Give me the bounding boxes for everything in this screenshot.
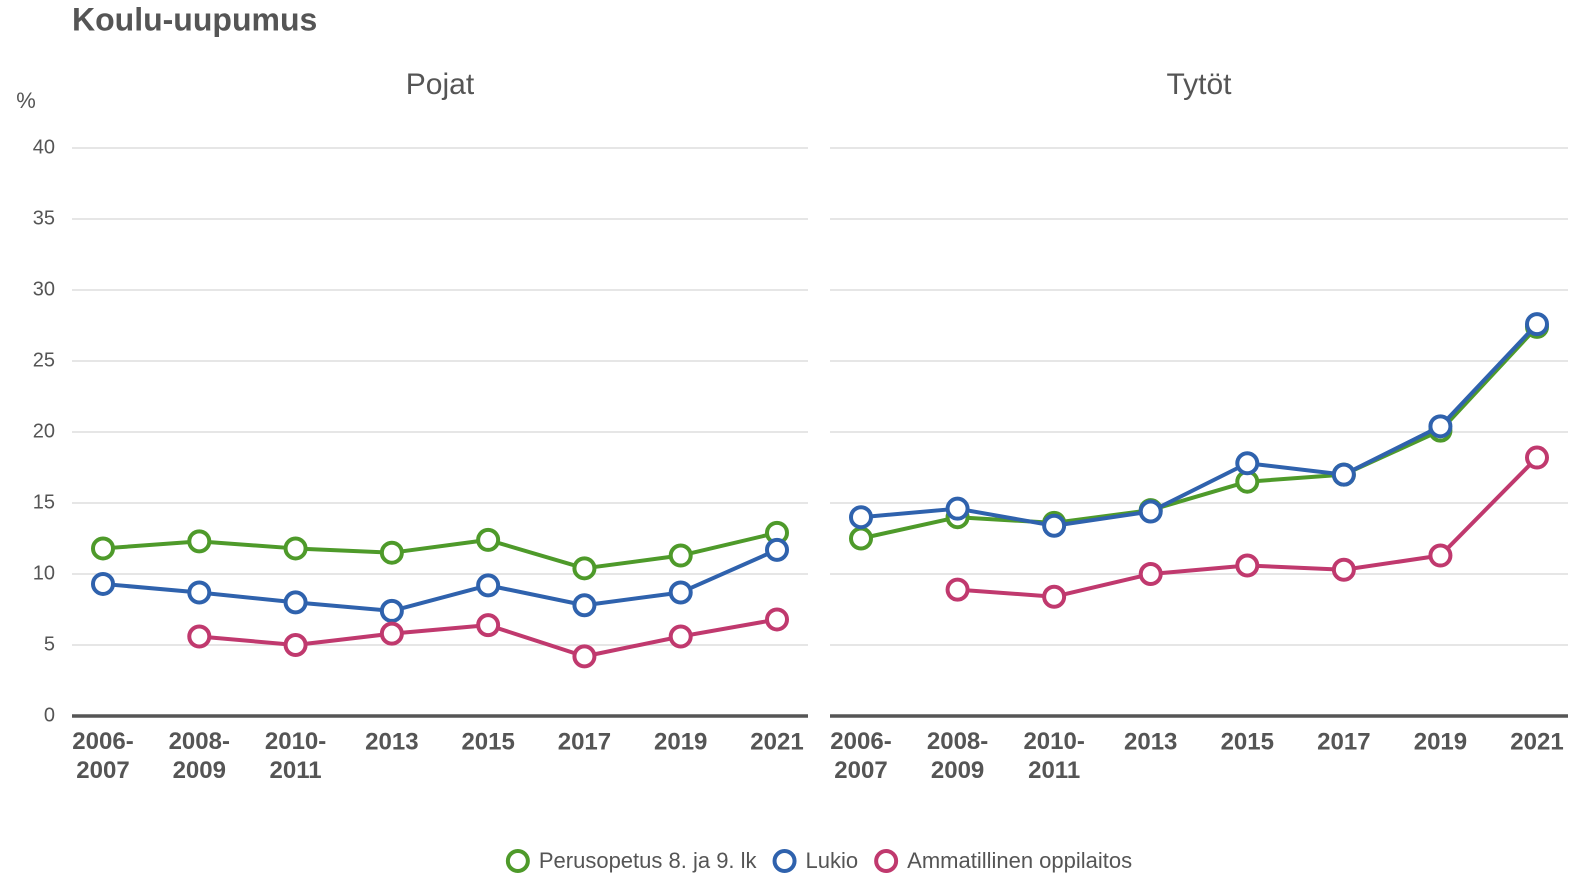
data-point [765,607,789,632]
data-point [849,526,873,551]
data-point [572,556,597,581]
x-tick-label-line: 2007 [76,757,129,784]
y-tick-label: 35 [33,207,55,229]
legend-marker [505,849,530,873]
data-point [379,540,404,565]
panel-title: Tytöt [1166,68,1232,101]
data-point [1331,557,1356,582]
data-point [1428,543,1453,568]
x-tick-label: 2013 [1124,728,1177,755]
data-point [187,580,212,605]
legend-label: Lukio [806,848,859,873]
x-tick-label-line: 2009 [931,757,984,784]
chart-title: Koulu-uupumus [72,1,317,37]
data-point [1138,562,1163,586]
data-point [476,573,501,598]
x-tick-label: 2013 [365,728,418,755]
x-tick-label: 2010-2011 [265,728,326,784]
data-point [1138,499,1163,524]
x-tick-label: 2017 [558,728,611,755]
data-point [379,598,404,623]
x-tick-label-line: 2006- [830,728,891,755]
data-point [668,543,693,568]
legend-marker [772,849,797,873]
data-point [91,536,115,561]
x-tick-label-line: 2011 [270,757,322,784]
y-tick-label: 40 [33,136,55,158]
data-point [283,633,308,657]
data-point [187,529,212,554]
x-tick-label: 2006-2007 [830,728,891,784]
y-tick-label: 0 [44,704,55,726]
x-tick-label-line: 2006- [72,728,133,755]
x-tick-label: 2010-2011 [1023,728,1084,784]
data-point [1042,584,1067,609]
data-point [1525,445,1549,470]
x-tick-label-line: 2010- [1023,728,1084,755]
x-tick-label-line: 2007 [834,757,887,784]
data-point [572,593,597,618]
y-tick-label: 30 [33,278,55,300]
data-point [945,496,970,521]
data-point [1525,312,1549,337]
data-point [1428,414,1453,439]
x-tick-label-line: 2009 [173,757,226,784]
data-point [283,590,308,615]
y-tick-label: 25 [33,349,55,371]
x-tick-label: 2015 [461,728,514,755]
data-point [1042,513,1067,538]
data-point [849,505,873,530]
y-tick-label: 15 [33,491,55,513]
legend-item: Lukio [772,848,859,873]
series-line [860,325,1539,541]
data-point [1235,451,1260,476]
x-tick-label: 2008-2009 [927,728,988,784]
data-point [765,537,789,562]
data-point [945,577,970,602]
y-tick-label: 20 [33,420,55,442]
x-tick-label-line: 2008- [169,728,230,755]
x-tick-label: 2019 [654,728,707,755]
x-tick-label-line: 2008- [927,728,988,755]
data-point [379,621,404,646]
data-point [572,644,597,669]
legend-label: Ammatillinen oppilaitos [907,848,1132,873]
data-point [476,613,501,638]
panel-title: Pojat [406,68,475,101]
y-tick-label: 5 [44,633,55,655]
x-tick-label: 2015 [1221,728,1274,755]
legend-label: Perusopetus 8. ja 9. lk [539,848,758,873]
data-point [668,580,693,605]
y-tick-label: 10 [33,562,55,584]
x-tick-label: 2021 [1510,728,1563,755]
x-tick-label: 2008-2009 [169,728,230,784]
legend-item: Perusopetus 8. ja 9. lk [505,848,758,873]
x-tick-label: 2019 [1414,728,1467,755]
data-point [283,536,308,561]
data-point [91,571,115,596]
data-point [187,624,212,649]
x-tick-label-line: 2011 [1028,757,1080,784]
legend-item: Ammatillinen oppilaitos [874,848,1132,873]
series-line [102,530,778,571]
series-line [860,322,1539,528]
y-axis-label: % [16,88,36,113]
data-point [476,527,501,552]
x-tick-label-line: 2010- [265,728,326,755]
series-line [102,548,778,613]
data-point [1235,553,1260,578]
data-point [668,624,693,649]
x-tick-label: 2006-2007 [72,728,133,784]
x-tick-label: 2017 [1317,728,1370,755]
x-tick-label: 2021 [750,728,803,755]
legend-marker [874,849,899,873]
data-point [1331,462,1356,487]
